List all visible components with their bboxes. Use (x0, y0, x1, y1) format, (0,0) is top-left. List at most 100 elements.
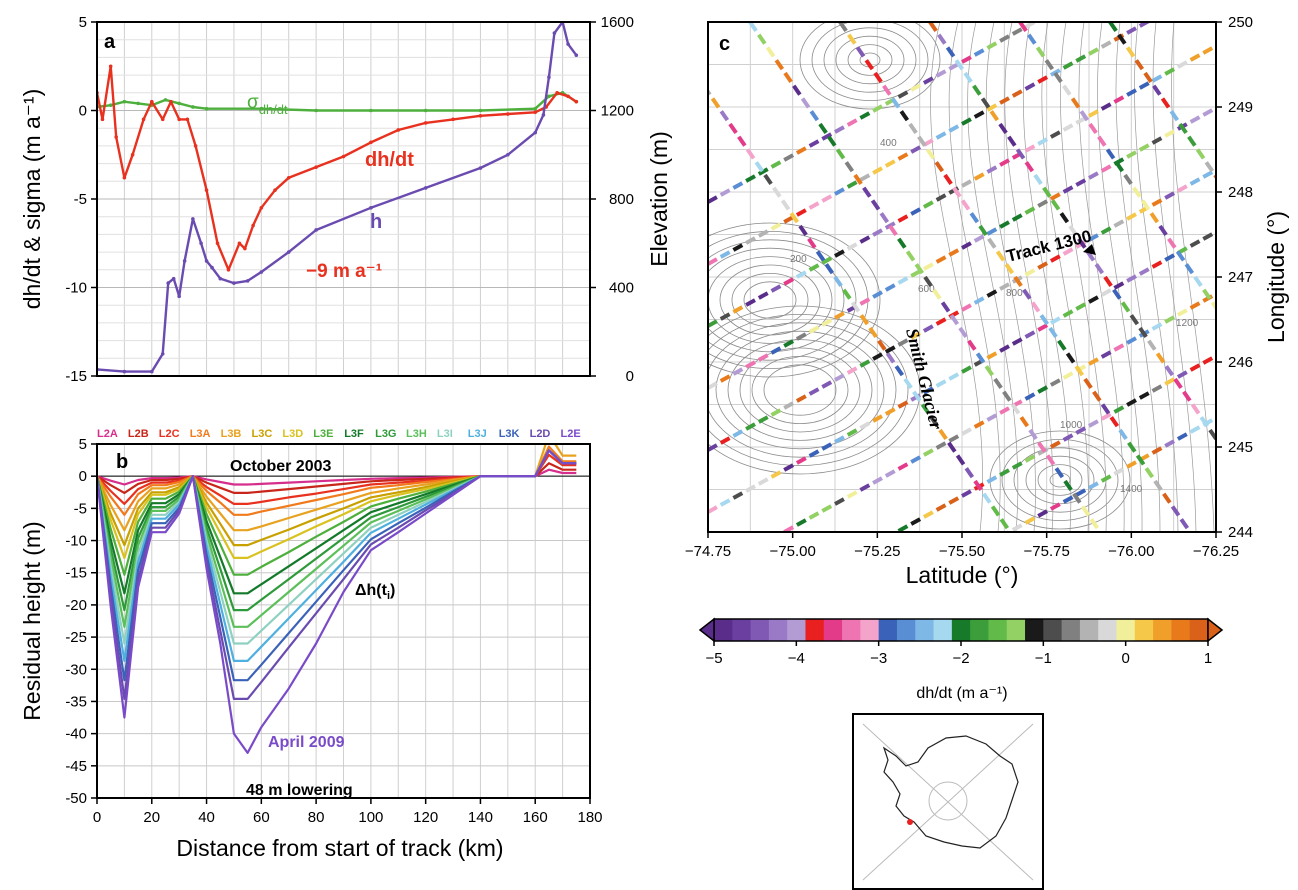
track-segment (1049, 68, 1061, 77)
track-segment (719, 436, 731, 445)
track-segment (1164, 377, 1176, 386)
track-segment (1024, 161, 1035, 173)
track-segment (922, 76, 934, 85)
track-segment (772, 186, 782, 198)
data-point (204, 188, 209, 192)
legend-code: L3B (221, 428, 242, 440)
colorbar-swatch (1116, 619, 1136, 641)
h-annotation: h (370, 211, 382, 233)
track-segment (948, 372, 960, 381)
tick-label: −3 (870, 650, 887, 667)
track-segment (838, 22, 848, 33)
track-segment (757, 229, 769, 238)
track-segment (1088, 47, 1099, 56)
contour-label: 800 (1006, 288, 1023, 299)
panel-a-ylabel-right: Elevation (m) (646, 131, 672, 266)
track-segment (783, 463, 795, 472)
track-segment (999, 344, 1010, 353)
track-segment (795, 518, 807, 527)
data-point (199, 241, 203, 246)
tick-label: 0 (79, 468, 87, 485)
contour-line (708, 256, 833, 344)
track-segment (745, 174, 756, 183)
data-point (341, 154, 346, 159)
track-segment (1045, 454, 1056, 466)
track-segment (1013, 275, 1023, 288)
track-segment (961, 365, 972, 374)
track-segment (897, 152, 909, 161)
track-segment (1011, 523, 1023, 532)
track-segment (1164, 129, 1176, 138)
colorbar-swatch (860, 619, 880, 641)
track-segment (783, 277, 795, 286)
track-segment (1080, 505, 1091, 517)
contour-line (708, 239, 857, 361)
panel-c-y-ticks: 250 249 248 247 246 245 244 (1216, 14, 1253, 541)
track-segment (737, 135, 747, 147)
track-segment (999, 34, 1010, 43)
tick-label: -25 (65, 629, 87, 646)
track-segment (792, 84, 802, 96)
data-point (547, 75, 551, 80)
track-segment (759, 541, 768, 546)
track-segment (897, 276, 909, 285)
data-point (369, 108, 373, 113)
panel-a-left-ticks: 5 0 -5 -10 -15 (65, 14, 97, 385)
track-segment (1024, 330, 1036, 339)
track-segment (1189, 115, 1201, 124)
tick-label: 80 (308, 809, 325, 826)
track-segment (879, 212, 890, 224)
track-segment (1176, 432, 1188, 441)
colorbar-right-arrow (1207, 617, 1224, 643)
track-segment (1202, 356, 1214, 365)
track-segment (1062, 495, 1074, 504)
track-segment (1100, 288, 1112, 297)
track-segment (922, 262, 934, 271)
track-segment (937, 33, 947, 45)
track-segment (745, 148, 756, 160)
track-segment (1064, 1, 1073, 6)
track-segment (745, 298, 756, 307)
track-segment (885, 352, 896, 364)
track-segment (986, 413, 998, 422)
tick-label: -15 (65, 368, 87, 385)
data-point (149, 369, 154, 374)
track-segment (1088, 171, 1099, 180)
track-segment (770, 222, 782, 231)
colorbar-swatch (714, 619, 733, 641)
track-segment (1074, 365, 1085, 377)
track-segment (686, 60, 692, 69)
legend-code: L3H (406, 428, 427, 440)
legend-code: L3F (344, 428, 364, 440)
track-segment (1097, 135, 1107, 147)
track-segment (1256, 366, 1262, 375)
colorbar-swatch (842, 619, 861, 641)
tick-label: 1 (1204, 650, 1212, 667)
track-segment (859, 359, 871, 368)
track-segment (948, 124, 960, 133)
data-point (541, 113, 546, 117)
colorbar-swatch (750, 619, 770, 641)
track-segment (1007, 135, 1017, 147)
track-segment (800, 97, 811, 109)
track-segment (1089, 518, 1100, 530)
sigma-symbol: σ (247, 92, 259, 113)
contour-line (708, 247, 845, 353)
track-segment (925, 148, 936, 160)
panel-c-ylabel: Longitude (°) (1263, 211, 1289, 343)
track-segment (935, 317, 947, 326)
track-segment (1126, 336, 1137, 345)
dh-annotation: Δh(ti) (355, 582, 395, 602)
track-segment (757, 477, 769, 486)
track-segment (1164, 365, 1175, 377)
track-segment (808, 325, 820, 334)
track-segment (999, 96, 1010, 105)
legend-code: L3I (437, 428, 453, 440)
track-segment (955, 454, 966, 466)
track-segment (897, 90, 909, 99)
track-segment (999, 518, 1010, 530)
track-segment (1126, 26, 1137, 35)
data-point (533, 130, 538, 135)
track-segment (922, 200, 934, 209)
track-segment (859, 421, 871, 430)
